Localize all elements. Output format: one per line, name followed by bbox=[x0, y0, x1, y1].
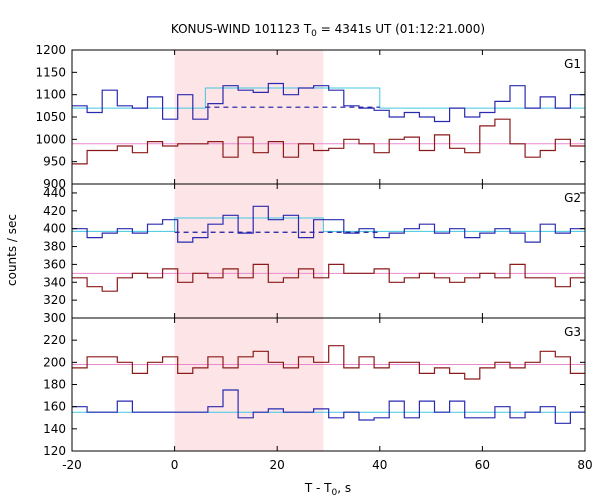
panel-label: G1 bbox=[564, 57, 581, 71]
y-tick-label: 900 bbox=[43, 177, 66, 191]
panel-frame-g1 bbox=[71, 49, 586, 185]
x-tick-label: 40 bbox=[372, 458, 387, 472]
panel-label: G2 bbox=[564, 191, 581, 205]
highlight-region-layer bbox=[174, 50, 324, 451]
y-tick-label: 400 bbox=[43, 222, 66, 236]
y-tick-label: 360 bbox=[43, 257, 66, 271]
fit-line-blue bbox=[72, 87, 585, 109]
frame-layer: 90095010001050110011501200G1300320340360… bbox=[35, 43, 592, 472]
series-blue-histogram bbox=[72, 205, 585, 243]
y-tick-label: 1200 bbox=[35, 43, 66, 57]
panel-frame-g3 bbox=[71, 317, 586, 452]
y-tick-label: 340 bbox=[43, 275, 66, 289]
x-tick-label: 0 bbox=[171, 458, 179, 472]
y-tick-label: 160 bbox=[43, 400, 66, 414]
panel-label: G3 bbox=[564, 325, 581, 339]
series-blue-histogram bbox=[72, 389, 585, 424]
series-red-histogram bbox=[72, 263, 585, 292]
x-axis-label: T - T0, s bbox=[304, 481, 351, 498]
chart-title: KONUS-WIND 101123 T0 = 4341s UT (01:12:2… bbox=[171, 22, 485, 39]
fit-line-blue bbox=[72, 217, 585, 232]
xlabel-subscript: 0 bbox=[332, 488, 338, 498]
y-tick-label: 1000 bbox=[35, 132, 66, 146]
y-tick-label: 200 bbox=[43, 355, 66, 369]
panel-g3 bbox=[72, 345, 585, 424]
title-subscript: 0 bbox=[311, 29, 317, 39]
y-tick-label: 220 bbox=[43, 333, 66, 347]
y-tick-label: 320 bbox=[43, 293, 66, 307]
x-tick-label: 60 bbox=[475, 458, 490, 472]
series-red-histogram bbox=[72, 118, 585, 165]
series-red-histogram bbox=[72, 345, 585, 380]
panel-g1 bbox=[72, 82, 585, 165]
highlight-interval bbox=[174, 50, 324, 451]
y-tick-label: 300 bbox=[43, 311, 66, 325]
y-tick-label: 950 bbox=[43, 155, 66, 169]
y-tick-label: 180 bbox=[43, 378, 66, 392]
y-tick-label: 120 bbox=[43, 444, 66, 458]
panel-g2 bbox=[72, 205, 585, 292]
y-tick-label: 1150 bbox=[35, 65, 66, 79]
y-tick-label: 380 bbox=[43, 240, 66, 254]
x-tick-label: -20 bbox=[62, 458, 82, 472]
y-axis-label: counts / sec bbox=[5, 214, 19, 286]
panel-frame-g2 bbox=[71, 183, 586, 319]
panels-layer bbox=[72, 82, 585, 424]
y-tick-label: 440 bbox=[43, 186, 66, 200]
x-tick-label: 80 bbox=[577, 458, 592, 472]
y-tick-label: 1050 bbox=[35, 110, 66, 124]
y-tick-label: 140 bbox=[43, 422, 66, 436]
y-tick-label: 1100 bbox=[35, 88, 66, 102]
y-tick-label: 420 bbox=[43, 204, 66, 218]
series-blue-histogram bbox=[72, 82, 585, 123]
x-tick-label: 20 bbox=[270, 458, 285, 472]
